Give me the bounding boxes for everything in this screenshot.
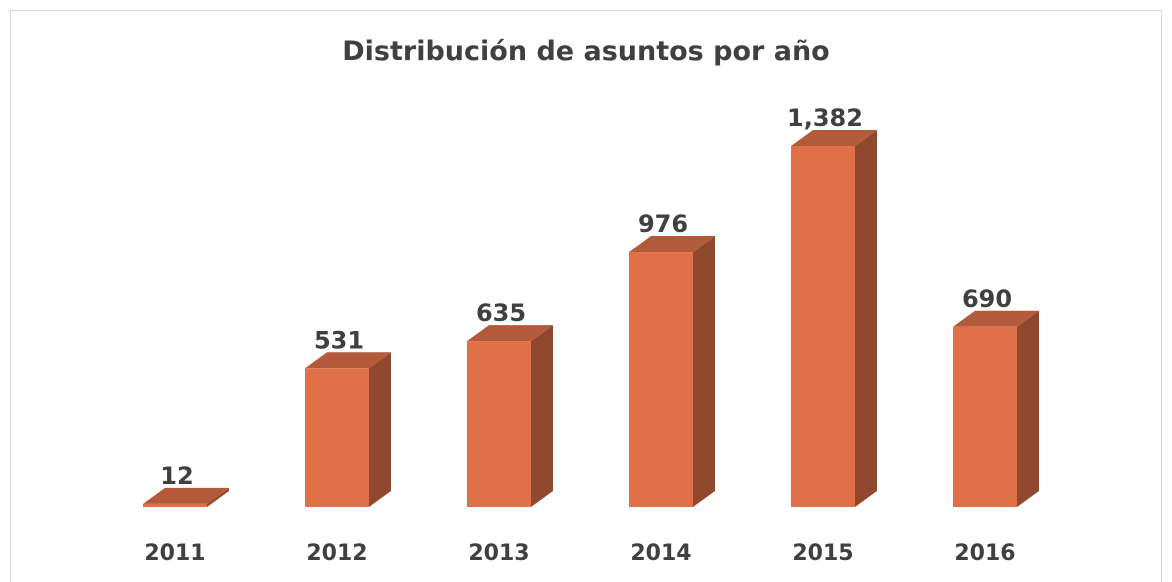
bar-side <box>369 352 391 507</box>
bar <box>143 503 207 507</box>
x-tick-label: 2016 <box>954 541 1015 566</box>
bar-top <box>467 325 553 342</box>
bar-side <box>1017 310 1039 507</box>
data-label: 690 <box>962 285 1012 313</box>
bar-side <box>693 236 715 508</box>
bar-top <box>305 352 391 369</box>
x-tick-label: 2015 <box>792 541 853 566</box>
bar <box>467 341 531 507</box>
data-label: 12 <box>160 462 193 490</box>
bar-side <box>531 325 553 507</box>
bar <box>305 368 369 507</box>
data-label: 976 <box>638 210 688 238</box>
x-tick-label: 2011 <box>144 541 205 566</box>
bar-top <box>629 236 715 253</box>
bar <box>629 252 693 507</box>
data-label: 531 <box>314 326 364 354</box>
data-label: 635 <box>476 299 526 327</box>
bar <box>791 146 855 507</box>
x-tick-label: 2013 <box>468 541 529 566</box>
x-tick-label: 2012 <box>306 541 367 566</box>
bar-top <box>143 487 229 504</box>
data-label: 1,382 <box>787 104 863 132</box>
bar <box>953 326 1017 507</box>
bar-top <box>791 130 877 146</box>
bar-side <box>855 130 877 507</box>
chart-title: Distribución de asuntos por año <box>342 36 829 67</box>
bar-side <box>207 487 229 507</box>
x-tick-label: 2014 <box>630 541 691 566</box>
bar-top <box>953 310 1039 327</box>
